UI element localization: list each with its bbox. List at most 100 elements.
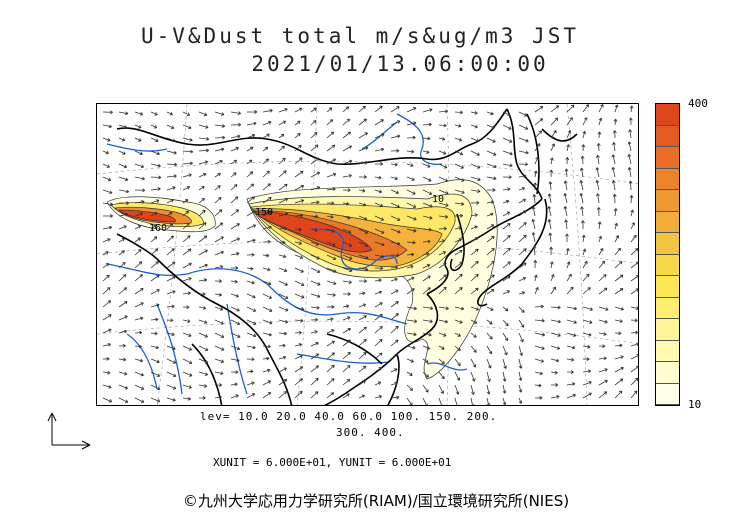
wind-arrow [534,274,538,282]
wind-arrow [470,306,480,311]
wind-arrow [374,105,383,113]
wind-arrow [214,306,224,311]
wind-arrow [406,276,415,282]
wind-arrow [118,201,130,205]
wind-arrow [182,384,192,389]
wind-arrow [326,352,335,360]
wind-arrow [102,300,112,308]
wind-arrow [310,132,318,139]
wind-arrow [550,117,559,126]
wind-arrow [486,371,491,382]
wind-arrow [486,200,495,205]
wind-arrow [438,371,445,380]
wind-arrow [628,180,633,191]
wind-arrow [118,250,125,256]
wind-arrow [532,245,537,256]
wind-arrow [614,366,624,373]
wind-arrow [390,289,399,295]
wind-arrow [230,345,241,351]
wind-arrow [518,262,527,269]
wind-arrow [118,124,127,129]
wind-arrow [134,176,145,181]
wind-arrow [310,171,321,178]
wind-arrow [246,306,257,312]
wind-arrow [134,358,144,363]
wind-arrow [374,202,384,208]
wind-arrow [102,384,112,389]
wind-arrow [230,293,239,298]
wind-arrow [518,306,525,313]
wind-arrow [134,288,144,295]
wind-arrow [102,225,113,230]
wind-arrow [422,150,430,154]
wind-arrow [294,330,302,335]
wind-arrow [518,291,526,295]
wind-arrow [470,371,476,382]
wind-arrow [134,261,143,269]
wind-arrow [102,202,114,207]
wind-arrow [598,287,608,295]
wind-arrow [614,247,621,256]
wind-arrow [134,384,145,390]
wind-arrow [486,137,496,143]
wind-arrow [422,176,432,182]
wind-arrow [214,111,225,116]
wind-arrow [246,210,256,217]
wind-arrow [582,357,590,362]
wind-arrow [531,206,536,217]
wind-arrow [262,197,272,204]
wind-arrow [438,345,445,350]
wind-arrow [422,108,433,113]
wind-arrow [182,371,193,377]
wind-arrow [134,302,144,308]
wind-arrow [406,240,416,245]
wind-arrow [358,326,367,334]
wind-arrow [214,222,224,230]
wind-arrow [214,236,224,243]
wind-arrow [486,111,494,116]
wind-arrow [150,289,160,295]
wind-arrow [118,150,126,155]
wind-arrow [214,159,223,165]
wind-arrow [470,150,480,156]
wind-arrow [134,163,145,169]
wind-arrow [278,293,289,299]
wind-arrow [150,224,157,230]
wind-arrow [182,319,191,323]
wind-arrow [198,332,208,338]
wind-arrow [326,267,337,273]
rivers [106,113,468,395]
wind-arrow [630,342,638,347]
wind-arrow [246,393,256,399]
wind-arrow [246,319,257,325]
wind-arrow [582,287,591,295]
wind-arrow [486,345,493,355]
wind-arrow [422,332,432,337]
wind-arrow [486,124,495,130]
wind-arrow [102,251,109,256]
wind-arrow [262,344,271,349]
wind-arrow [502,371,507,382]
wind-arrow [406,345,416,350]
wind-arrow [150,187,161,191]
wind-arrow [102,176,112,182]
wind-arrow [262,368,271,373]
wind-arrow [214,371,224,375]
wind-arrow [374,254,385,259]
wind-arrow [582,260,588,269]
colorbar-band [656,211,679,233]
wind-arrow [406,121,417,126]
wind-arrow [150,358,160,364]
wind-arrow [342,159,353,165]
wind-arrow [564,168,569,178]
wind-arrow [454,213,464,218]
wind-arrow [310,254,320,260]
wind-arrow [550,286,556,295]
wind-vectors [102,104,638,405]
wind-arrow [630,288,638,295]
wind-arrow [198,319,208,324]
wind-arrow [534,358,544,363]
wind-arrow [614,261,623,269]
wind-arrow [166,174,177,179]
wind-arrow [550,345,561,350]
